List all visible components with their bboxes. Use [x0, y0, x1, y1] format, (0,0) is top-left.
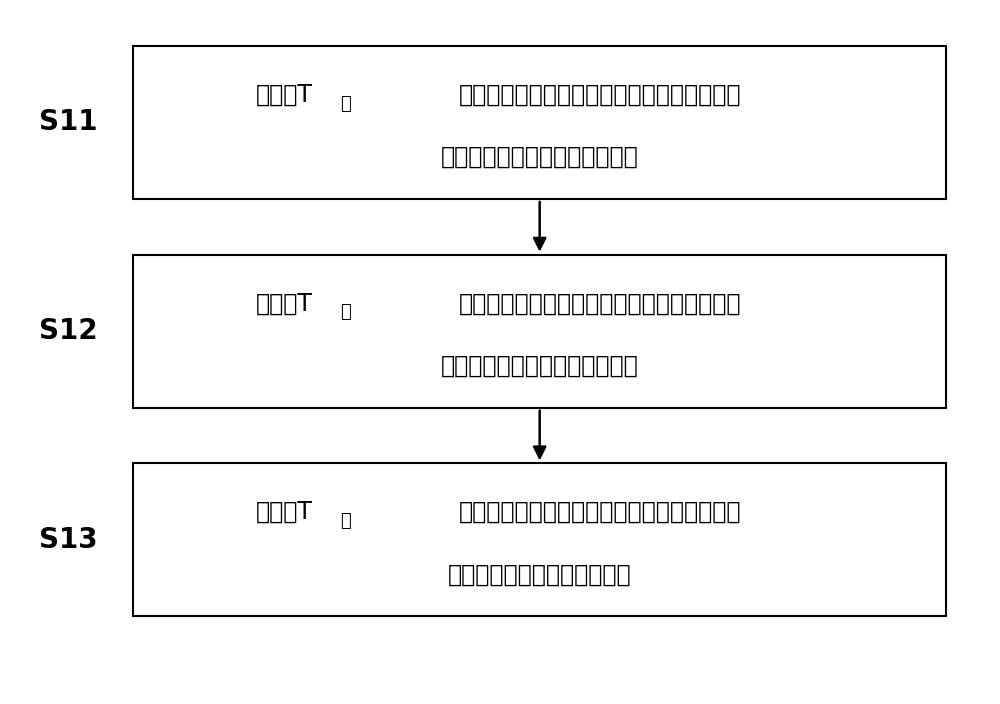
- Text: 差: 差: [340, 94, 351, 113]
- Text: S12: S12: [39, 317, 98, 345]
- Text: S11: S11: [39, 108, 98, 137]
- Text: 当差值T: 当差值T: [256, 82, 313, 106]
- Text: 频率段建立第二变频调节模式；: 频率段建立第二变频调节模式；: [441, 354, 639, 378]
- Text: 频率段建立第一变频调节模式；: 频率段建立第一变频调节模式；: [441, 145, 639, 169]
- Text: 差: 差: [340, 512, 351, 530]
- FancyArrowPatch shape: [534, 202, 545, 249]
- Text: 在温差区间段内按温差下降模式运行时，依据: 在温差区间段内按温差下降模式运行时，依据: [459, 291, 742, 315]
- FancyBboxPatch shape: [133, 255, 946, 408]
- Text: 当差值T: 当差值T: [256, 291, 313, 315]
- Text: 差: 差: [340, 303, 351, 321]
- FancyBboxPatch shape: [133, 463, 946, 617]
- FancyArrowPatch shape: [534, 410, 545, 458]
- Text: 频率段建立第三变频调节模式: 频率段建立第三变频调节模式: [448, 562, 631, 586]
- Text: 当差值T: 当差值T: [256, 500, 313, 524]
- Text: 在温差区间段内按温差上升模式运行时，依据: 在温差区间段内按温差上升模式运行时，依据: [459, 82, 742, 106]
- FancyBboxPatch shape: [133, 46, 946, 199]
- Text: S13: S13: [39, 526, 98, 554]
- Text: 在温差区间段内按温差恒定模式运行时，依据: 在温差区间段内按温差恒定模式运行时，依据: [459, 500, 742, 524]
